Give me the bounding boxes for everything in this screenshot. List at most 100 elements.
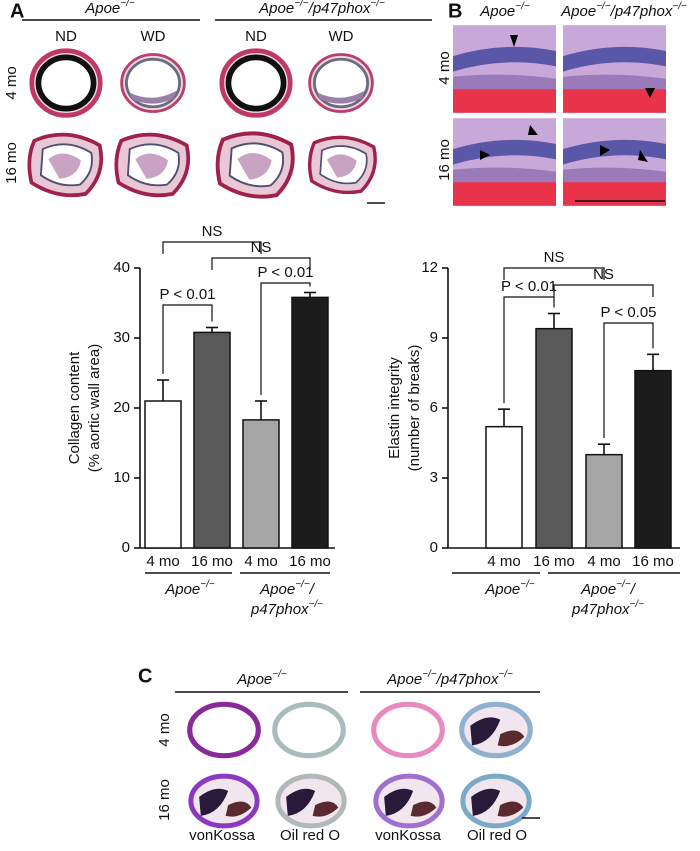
label-part: /p47phox bbox=[610, 3, 673, 20]
label-part: −/− bbox=[616, 579, 631, 590]
histology-image bbox=[376, 776, 442, 826]
y-axis-label: Collagen content bbox=[66, 351, 83, 464]
bar bbox=[634, 369, 672, 549]
label-part: /p47phox bbox=[308, 0, 371, 17]
label-part: p47phox bbox=[250, 601, 309, 618]
label-part: −/− bbox=[596, 1, 611, 12]
panel-label: B bbox=[448, 0, 462, 22]
histology-image bbox=[190, 704, 259, 755]
histology-image bbox=[453, 25, 556, 113]
label-part: p47phox bbox=[571, 601, 630, 618]
row-label: 4 mo bbox=[3, 66, 20, 99]
significance-bracket bbox=[553, 284, 654, 297]
y-tick-label: 12 bbox=[421, 259, 438, 276]
x-tick-label: 16 mo bbox=[533, 553, 575, 570]
x-tick-label: 16 mo bbox=[191, 553, 233, 570]
stain-label: Oil red O bbox=[467, 827, 527, 844]
y-tick-label: 0 bbox=[122, 539, 130, 556]
label-part: −/− bbox=[272, 669, 287, 680]
label-part: −/− bbox=[370, 0, 385, 9]
label-part: −/− bbox=[295, 579, 310, 590]
histology-image bbox=[191, 776, 257, 826]
diet-label: WD bbox=[329, 28, 354, 45]
label-part: Apoe bbox=[259, 581, 295, 598]
group-label: Apoe−/− bbox=[164, 579, 215, 598]
label-part: −/− bbox=[498, 669, 513, 680]
histology-image bbox=[308, 53, 374, 113]
diet-label: ND bbox=[55, 28, 77, 45]
bar bbox=[485, 425, 523, 549]
group-label: p47phox−/− bbox=[571, 599, 644, 618]
label-part: Apoe bbox=[258, 0, 294, 17]
row-label: 16 mo bbox=[436, 139, 453, 181]
group-label: Apoe−/−/ bbox=[259, 579, 316, 598]
histology-image bbox=[463, 776, 529, 826]
y-tick-label: 0 bbox=[430, 539, 438, 556]
significance-label: P < 0.05 bbox=[600, 304, 656, 321]
label-part: −/− bbox=[120, 0, 135, 9]
histology-image bbox=[275, 704, 344, 755]
label-part: Apoe bbox=[164, 581, 200, 598]
y-tick-label: 10 bbox=[113, 469, 130, 486]
label-part: −/− bbox=[515, 1, 530, 12]
label-part: / bbox=[630, 581, 637, 598]
bar bbox=[585, 453, 623, 549]
row-label: 16 mo bbox=[156, 779, 173, 821]
row-label: 16 mo bbox=[3, 142, 20, 184]
histology-image bbox=[27, 132, 104, 198]
y-tick-label: 20 bbox=[113, 399, 130, 416]
diet-label: ND bbox=[245, 28, 267, 45]
x-tick-label: 16 mo bbox=[289, 553, 331, 570]
label-part: −/− bbox=[520, 579, 535, 590]
significance-bracket bbox=[503, 267, 605, 280]
histology-image bbox=[453, 118, 556, 206]
label-part: −/− bbox=[630, 599, 645, 610]
significance-label: NS bbox=[202, 223, 223, 240]
stain-label: vonKossa bbox=[189, 827, 256, 844]
significance-bracket bbox=[162, 304, 213, 374]
histology-image bbox=[114, 132, 191, 198]
histology-image bbox=[307, 135, 378, 195]
label-part: Apoe bbox=[479, 3, 515, 20]
significance-label: NS bbox=[251, 239, 272, 256]
label-part: −/− bbox=[309, 599, 324, 610]
label-part: −/− bbox=[422, 669, 437, 680]
label-part: Apoe bbox=[84, 0, 120, 17]
significance-bracket bbox=[260, 282, 311, 395]
panel-label: C bbox=[138, 665, 152, 687]
group-label: Apoe−/− bbox=[484, 579, 535, 598]
x-tick-label: 4 mo bbox=[244, 553, 277, 570]
histology-image bbox=[278, 776, 344, 826]
significance-label: P < 0.01 bbox=[159, 286, 215, 303]
bar bbox=[291, 296, 329, 549]
histology-image bbox=[32, 51, 100, 116]
bar bbox=[144, 400, 182, 549]
significance-bracket bbox=[162, 241, 262, 254]
x-tick-label: 4 mo bbox=[587, 553, 620, 570]
significance-label: P < 0.01 bbox=[501, 278, 557, 295]
group-label: Apoe−/−/p47phox−/− bbox=[258, 0, 385, 17]
group-label: Apoe−/− bbox=[84, 0, 135, 17]
histology-image bbox=[222, 51, 290, 116]
column-label: Apoe−/−/p47phox−/− bbox=[560, 1, 687, 20]
y-axis-label: (% aortic wall area) bbox=[86, 344, 103, 472]
column-label: Apoe−/− bbox=[479, 1, 530, 20]
label-part: Apoe bbox=[236, 671, 272, 688]
histology-image bbox=[120, 53, 186, 113]
diet-label: WD bbox=[141, 28, 166, 45]
group-label: Apoe−/− bbox=[236, 669, 287, 688]
x-tick-label: 4 mo bbox=[487, 553, 520, 570]
label-part: Apoe bbox=[580, 581, 616, 598]
bar bbox=[535, 327, 573, 549]
bar bbox=[193, 331, 231, 549]
histology-image bbox=[563, 118, 666, 206]
y-tick-label: 30 bbox=[113, 329, 130, 346]
label-part: −/− bbox=[672, 1, 687, 12]
group-label: Apoe−/−/p47phox−/− bbox=[386, 669, 513, 688]
y-tick-label: 40 bbox=[113, 259, 130, 276]
group-label: Apoe−/−/ bbox=[580, 579, 637, 598]
x-tick-label: 4 mo bbox=[146, 553, 179, 570]
y-tick-label: 9 bbox=[430, 329, 438, 346]
y-axis-label: Elastin integrity bbox=[386, 357, 403, 459]
